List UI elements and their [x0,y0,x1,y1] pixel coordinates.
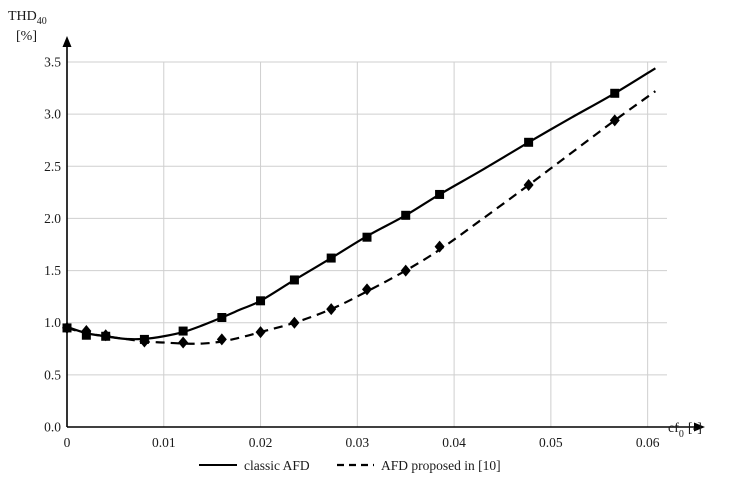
data-point-classic-afd [524,137,534,147]
axes [62,36,705,432]
data-point-classic-afd [217,313,227,322]
x-axis-label: cf0 [-] [668,421,702,440]
y-tick-label: 0.5 [44,367,61,382]
data-point-afd-proposed [523,179,534,192]
data-point-classic-afd [435,189,445,199]
y-tick-label: 3.0 [44,107,61,122]
data-point-afd-proposed [139,335,150,348]
tick-labels: 0.0 0.5 1.0 1.5 2.0 2.5 3.0 3.5 0 0.01 0.02 0.03 0.0… [44,55,660,451]
data-point-classic-afd [256,296,266,306]
x-axis-label-unit: [-] [688,421,702,436]
x-axis-arrow [694,422,705,432]
x-tick-label: 0.06 [636,435,660,450]
data-point-classic-afd [362,232,372,242]
y-tick-label: 3.5 [44,55,61,70]
data-point-afd-proposed [100,329,111,342]
data-point-afd-proposed [362,283,372,296]
y-tick-label: 0.0 [44,420,61,435]
series [62,67,657,349]
data-point-classic-afd [610,88,620,98]
x-axis-label-sub: 0 [679,429,684,440]
data-point-afd-proposed [609,114,620,127]
grid [67,61,667,427]
legend-label-classic-afd: classic AFD [244,458,310,473]
series-line-afd-proposed [66,90,657,345]
x-tick-label: 0.03 [346,435,370,450]
y-axis-label: THD40 [8,9,47,27]
data-point-afd-proposed [255,326,266,339]
data-point-classic-afd [289,275,299,285]
x-tick-label: 0.04 [442,435,466,450]
data-point-afd-proposed [216,333,227,346]
y-tick-label: 1.5 [44,263,61,278]
data-point-afd-proposed [434,240,445,253]
data-point-classic-afd [401,210,411,220]
y-tick-label: 2.5 [44,159,61,174]
data-point-afd-proposed [178,336,189,349]
data-point-afd-proposed [289,316,300,329]
x-tick-label: 0 [64,435,71,450]
data-point-afd-proposed [326,303,337,316]
data-point-afd-proposed [81,325,92,338]
y-axis-label-sub: 40 [37,16,47,27]
series-line-classic-afd [66,67,656,341]
legend-label-afd-proposed: AFD proposed in [10] [381,458,501,473]
y-tick-label: 1.0 [44,315,61,330]
data-point-classic-afd [326,253,336,263]
legend: classic AFD AFD proposed in [10] [199,458,501,473]
data-point-classic-afd [178,326,188,336]
x-tick-label: 0.01 [152,435,176,450]
x-tick-label: 0.05 [539,435,563,450]
y-axis-label-main: THD [8,9,37,24]
data-point-afd-proposed [62,321,72,334]
x-tick-label: 0.02 [249,435,273,450]
y-axis-unit: [%] [16,29,37,44]
x-axis-label-main: cf [668,421,679,436]
y-axis-arrow [62,36,72,47]
data-point-afd-proposed [400,264,411,277]
y-tick-label: 2.0 [44,211,61,226]
